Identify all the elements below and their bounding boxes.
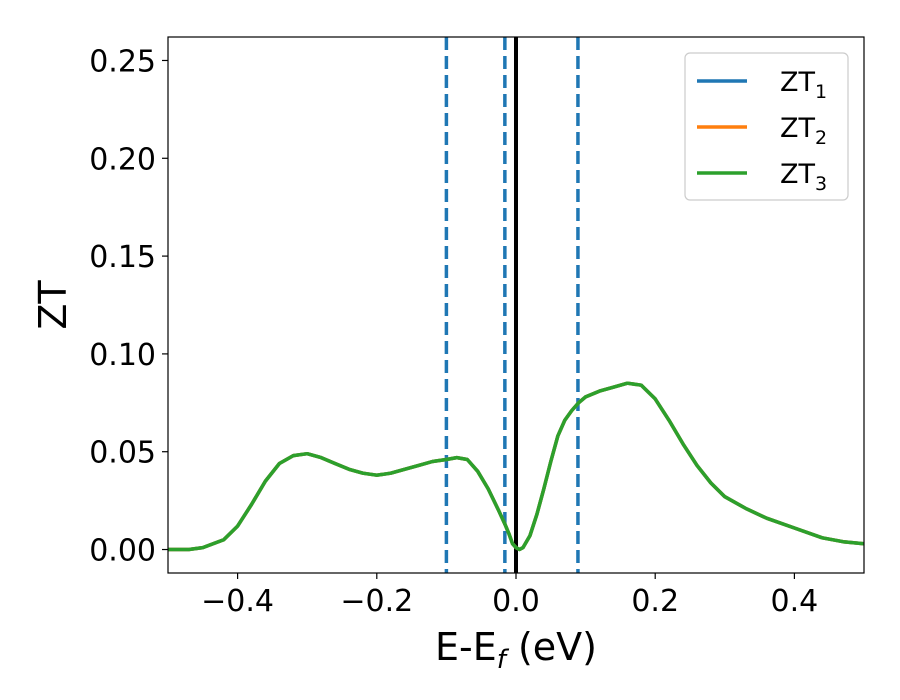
- x-tick-label: −0.4: [201, 584, 274, 619]
- y-tick-label: 0.20: [89, 142, 156, 177]
- y-tick-label: 0.05: [89, 436, 156, 471]
- x-axis-label: E-Ef (eV): [435, 625, 597, 675]
- y-tick-label: 0.25: [89, 44, 156, 79]
- y-axis-label: ZT: [31, 280, 75, 330]
- y-tick-label: 0.15: [89, 240, 156, 275]
- x-axis-ticks: −0.4 −0.2 0.0 0.2 0.4: [201, 573, 818, 619]
- x-tick-label: 0.4: [771, 584, 819, 619]
- x-tick-label: 0.2: [631, 584, 679, 619]
- series-line-zt3: [168, 381, 864, 552]
- legend-label-zt1: ZT1: [780, 67, 827, 103]
- legend-label-zt3: ZT3: [780, 159, 827, 195]
- series-lines: [168, 381, 864, 552]
- x-tick-label: 0.0: [492, 584, 540, 619]
- y-axis-ticks: 0.00 0.05 0.10 0.15 0.20 0.25: [89, 44, 168, 569]
- y-tick-label: 0.10: [89, 338, 156, 373]
- x-tick-label: −0.2: [340, 584, 413, 619]
- y-tick-label: 0.00: [89, 534, 156, 569]
- reference-lines: [444, 37, 580, 573]
- legend-label-zt2: ZT2: [780, 113, 827, 149]
- legend: ZT1 ZT2 ZT3: [684, 52, 849, 201]
- legend-box: [684, 52, 849, 201]
